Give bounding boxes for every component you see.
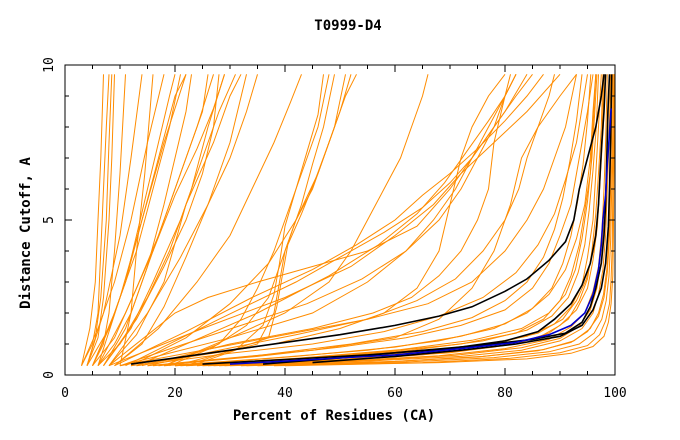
x-tick-label: 100 <box>603 386 626 401</box>
series-line-s27 <box>152 74 594 367</box>
highlight-series-group <box>130 74 613 365</box>
series-line-s60 <box>86 74 113 366</box>
background-series-group <box>81 73 615 367</box>
series-line-s40 <box>158 74 583 367</box>
series-line-s14 <box>103 74 209 366</box>
series-line-s02 <box>86 74 115 366</box>
series-line-s15 <box>119 74 154 366</box>
x-tick-label: 0 <box>61 386 69 401</box>
series-line-s09 <box>108 74 242 367</box>
series-line-s39 <box>174 74 592 367</box>
series-line-s13 <box>92 74 181 366</box>
series-line-s33 <box>229 74 612 367</box>
series-line-s59 <box>81 74 104 366</box>
series-line-s01 <box>81 74 110 366</box>
y-tick-label: 10 <box>42 57 57 73</box>
series-line-s51 <box>163 74 429 367</box>
series-line-s53 <box>180 74 598 367</box>
series-line-s08 <box>103 74 236 366</box>
series-line-s61 <box>169 74 335 367</box>
y-tick-label: 5 <box>42 216 57 224</box>
series-line-s55 <box>92 74 176 366</box>
series-line-s03 <box>92 74 126 366</box>
series-line-s12 <box>114 74 247 367</box>
series-line-s56 <box>97 74 225 366</box>
series-line-black-1 <box>130 74 605 365</box>
series-line-s62 <box>191 74 324 367</box>
series-line-s23 <box>163 74 330 367</box>
series-line-s17 <box>108 73 561 367</box>
series-line-s49 <box>103 74 220 366</box>
series-line-s47 <box>136 74 517 367</box>
series-line-s18 <box>119 74 517 367</box>
x-axis-label: Percent of Residues (CA) <box>233 408 435 424</box>
series-line-s28 <box>163 74 597 367</box>
series-line-s38 <box>196 74 599 367</box>
chart-title: T0999-D4 <box>314 18 381 34</box>
y-tick-label: 0 <box>42 371 57 379</box>
series-line-s48 <box>97 74 192 367</box>
series-line-s50 <box>108 74 258 366</box>
series-line-s44 <box>119 74 517 367</box>
series-line-black-4 <box>312 74 613 364</box>
series-line-s35 <box>257 74 615 367</box>
y-axis-label: Distance Cutoff, A <box>18 157 34 309</box>
series-line-s25 <box>119 74 577 367</box>
axes-group: 0 20 40 60 80 100 0 5 10 <box>42 57 627 401</box>
series-line-s19 <box>130 73 506 367</box>
x-tick-label: 40 <box>277 386 293 401</box>
series-line-s10 <box>86 74 143 366</box>
x-tick-label: 20 <box>167 386 183 401</box>
series-line-s45 <box>114 73 544 367</box>
series-line-s43 <box>147 74 555 367</box>
series-line-s20 <box>147 73 577 367</box>
series-line-s57 <box>114 74 302 367</box>
x-tick-label: 80 <box>497 386 513 401</box>
series-line-s41 <box>284 74 615 367</box>
series-line-s37 <box>213 74 604 367</box>
x-tick-label: 60 <box>387 386 403 401</box>
series-line-s52 <box>207 74 606 367</box>
series-line-blue <box>229 108 612 365</box>
series-line-s24 <box>141 74 511 367</box>
